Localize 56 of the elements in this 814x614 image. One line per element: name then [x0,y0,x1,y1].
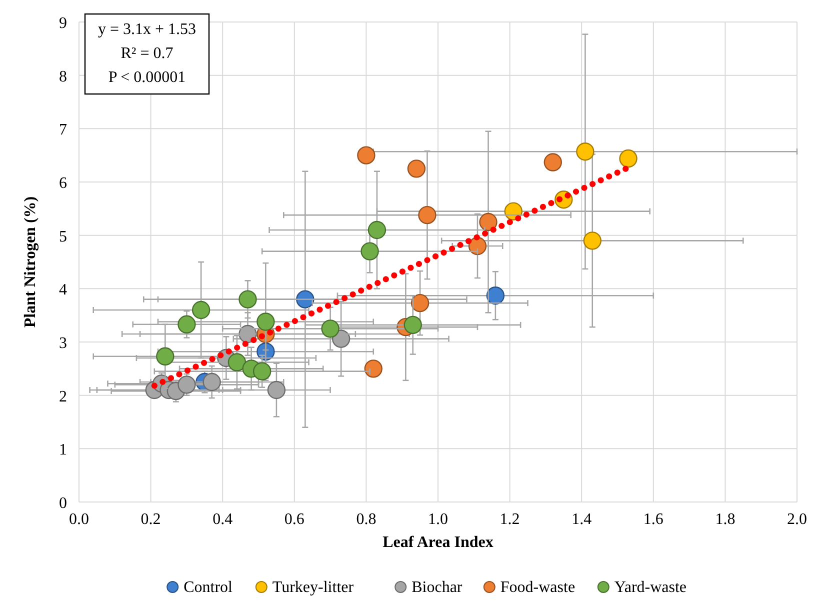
y-tick-label: 0 [59,495,67,512]
point [192,300,210,320]
x-tick-label: 2.0 [787,511,807,528]
annotation: R² = 0.7 [120,45,174,62]
x-tick-label: 0.8 [356,511,376,528]
point [407,160,426,178]
point [238,290,257,308]
point [156,347,174,366]
x-tick-label: 0.6 [284,511,304,528]
y-tick-label: 4 [59,282,67,299]
x-tick-label: 1.0 [428,511,448,528]
y-tick-label: 5 [59,228,67,246]
point [404,316,422,334]
y-tick-label: 8 [59,68,67,86]
point [576,142,594,161]
annotation: P < 0.00001 [108,69,186,86]
point [619,149,638,168]
point [368,220,386,240]
x-tick-label: 0.4 [212,511,233,528]
x-tick-label: 0.2 [140,511,161,528]
y-tick-label: 3 [59,335,67,352]
point [178,315,196,334]
x-tick-label: 1.8 [715,511,736,528]
point [202,372,221,392]
x-tick-label: 0.0 [69,511,89,528]
point [252,362,272,380]
y-tick-label: 1 [59,442,67,459]
point [178,376,196,394]
y-tick-label: 2 [59,388,67,406]
point [544,153,562,172]
point [228,353,246,372]
point [479,212,498,232]
point [486,286,505,305]
y-axis-title: Plant Nitrogen (%) [22,196,39,328]
x-axis-title: Leaf Area Index [382,534,494,551]
x-tick-label: 1.4 [572,511,592,528]
x-tick-label: 1.2 [500,511,520,528]
y-tick-label: 6 [59,175,67,192]
y-tick-label: 7 [59,122,67,139]
point [357,146,376,164]
legend-label: Turkey-litter [272,579,354,596]
point [583,232,602,250]
point [256,312,275,331]
y-tick-label: 9 [59,15,67,32]
point [418,206,436,224]
legend-label: Control [184,579,234,596]
point [321,320,340,338]
point [364,360,382,378]
point [267,380,286,400]
annotation: y = 3.1x + 1.53 [98,21,196,38]
point [360,242,379,260]
legend-label: Yard-waste [614,579,687,596]
legend-label: Biochar [412,579,463,596]
point [410,294,430,312]
legend-label: Food-waste [500,579,576,596]
x-tick-label: 1.6 [643,511,664,528]
